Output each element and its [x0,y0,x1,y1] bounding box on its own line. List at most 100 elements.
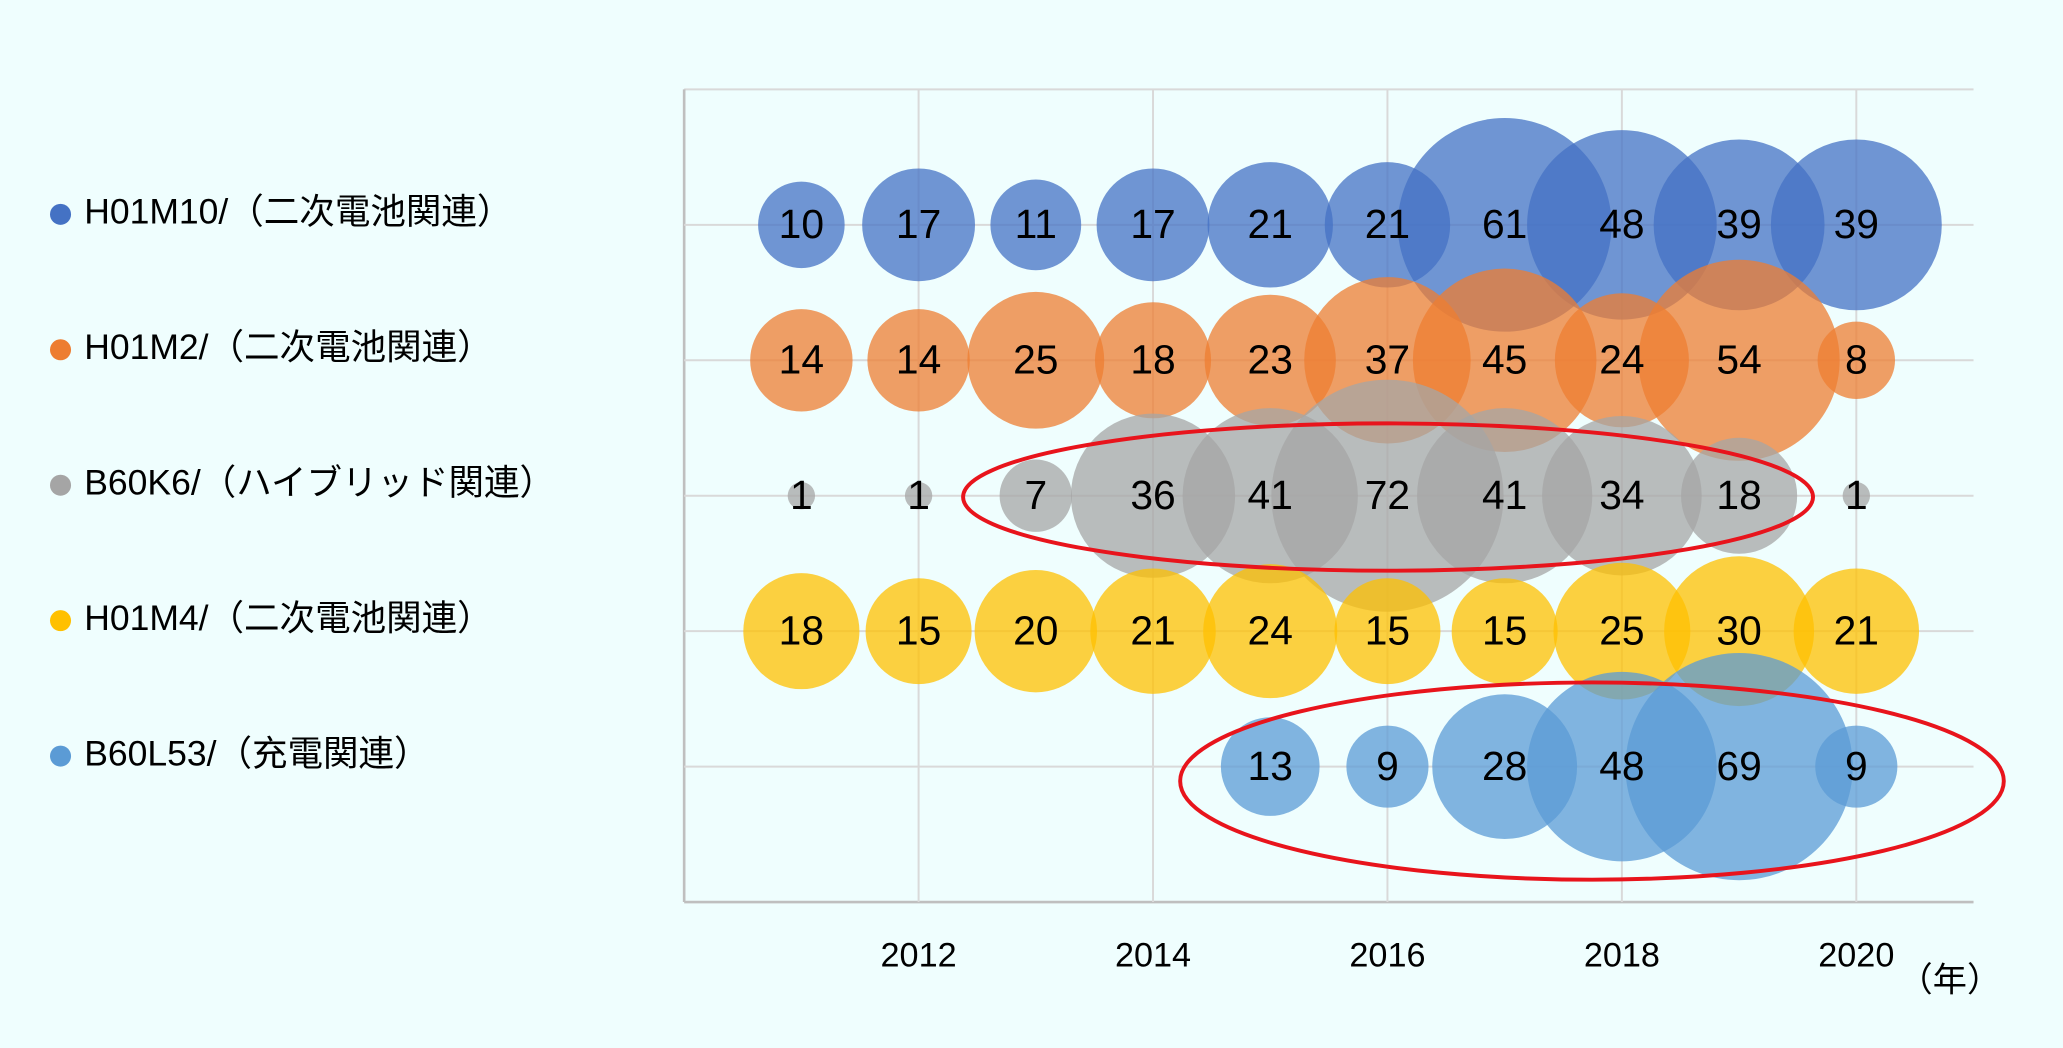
data-label: 11 [1015,201,1057,247]
bubble [1346,725,1429,808]
bubble [1417,408,1593,584]
bubble [1625,653,1853,881]
data-label: 28 [1482,743,1527,789]
bubble [974,570,1097,693]
data-label: 39 [1716,201,1761,247]
data-label: 13 [1248,743,1293,789]
data-label: 15 [896,608,941,654]
bubble [967,291,1105,429]
data-label: 45 [1482,337,1527,383]
data-label: 54 [1716,337,1761,383]
data-label: 34 [1599,472,1644,518]
bubble [867,309,970,412]
data-label: 21 [1130,608,1175,654]
bubble [1815,725,1898,808]
bubble [1817,321,1896,399]
data-label: 18 [779,608,824,654]
data-label: 23 [1248,337,1293,383]
data-label: 21 [1248,201,1293,247]
data-label: 37 [1365,337,1410,383]
data-label: 9 [1376,743,1399,789]
bubble [743,573,860,690]
bubble [1653,139,1825,311]
bubble [1770,139,1942,311]
data-label: 41 [1248,472,1293,518]
bubble [1793,568,1920,694]
data-label: 18 [1716,472,1761,518]
x-tick-label: 2018 [1584,936,1660,974]
legend-label: H01M10/（二次電池関連） [84,192,512,232]
data-label: 24 [1599,337,1644,383]
bubble [1090,568,1216,694]
data-label: 61 [1482,201,1527,247]
legend: H01M10/（二次電池関連） H01M2/（二次電池関連） B60K6/（ハイブリ… [49,192,555,773]
legend-marker [49,203,72,225]
data-label: 1 [907,472,930,518]
data-label: 39 [1834,201,1879,247]
x-tick-label: 2016 [1349,936,1425,974]
legend-marker [49,339,72,361]
data-label: 72 [1365,472,1410,518]
data-label: 14 [779,337,824,383]
bubble [1542,415,1702,576]
bubble [1842,482,1871,510]
x-tick-label: 2014 [1115,936,1191,974]
data-label: 36 [1130,472,1175,518]
bubbles [743,118,1942,881]
legend-label: B60L53/（充電関連） [84,733,429,773]
data-label: 1 [1845,472,1868,518]
legend-marker [49,474,72,496]
data-label: 17 [896,201,941,247]
data-label: 14 [896,337,941,383]
bubble [787,482,816,510]
bubble [1220,717,1320,816]
bubble [1203,564,1338,699]
bubble [862,168,976,282]
data-label: 24 [1248,608,1293,654]
legend-marker [49,745,72,767]
legend-label: B60K6/（ハイブリッド関連） [84,463,555,503]
x-tick-label: 2020 [1818,936,1894,974]
bubble [865,578,972,685]
highlight-ellipse [1178,680,2006,882]
data-label: 41 [1482,472,1527,518]
data-label: 10 [779,201,824,247]
data-label: 48 [1599,743,1644,789]
bubble [1681,437,1798,554]
data-label: 25 [1599,608,1644,654]
bubble [1094,302,1212,419]
data-label: 48 [1599,201,1644,247]
data-label: 21 [1365,201,1410,247]
data-label: 15 [1365,608,1410,654]
bubble [904,482,933,510]
data-label: 8 [1845,337,1868,383]
data-label: 7 [1024,472,1047,518]
data-label: 30 [1716,608,1761,654]
bubble [990,179,1082,271]
x-unit: （年） [1899,961,2002,999]
data-label: 15 [1482,608,1527,654]
bubble [1207,162,1333,288]
data-label: 9 [1845,743,1868,789]
bubble [1451,578,1558,685]
x-tick-label: 2012 [881,936,957,974]
data-label: 69 [1716,743,1761,789]
legend-marker [49,610,72,632]
data-label: 18 [1130,337,1175,383]
highlight-ellipse [961,421,1815,573]
data-label: 17 [1130,201,1175,247]
data-label: 25 [1013,337,1058,383]
legend-label: H01M4/（二次電池関連） [84,598,492,638]
bubble [1334,578,1441,685]
bubble [1638,259,1840,461]
bubble [1204,294,1336,426]
data-label: 20 [1013,608,1058,654]
data-label: 1 [790,472,813,518]
data-label: 21 [1834,608,1879,654]
bubble [1096,168,1210,282]
bubble [750,309,853,412]
bubble [758,181,845,269]
bubble [999,459,1073,532]
